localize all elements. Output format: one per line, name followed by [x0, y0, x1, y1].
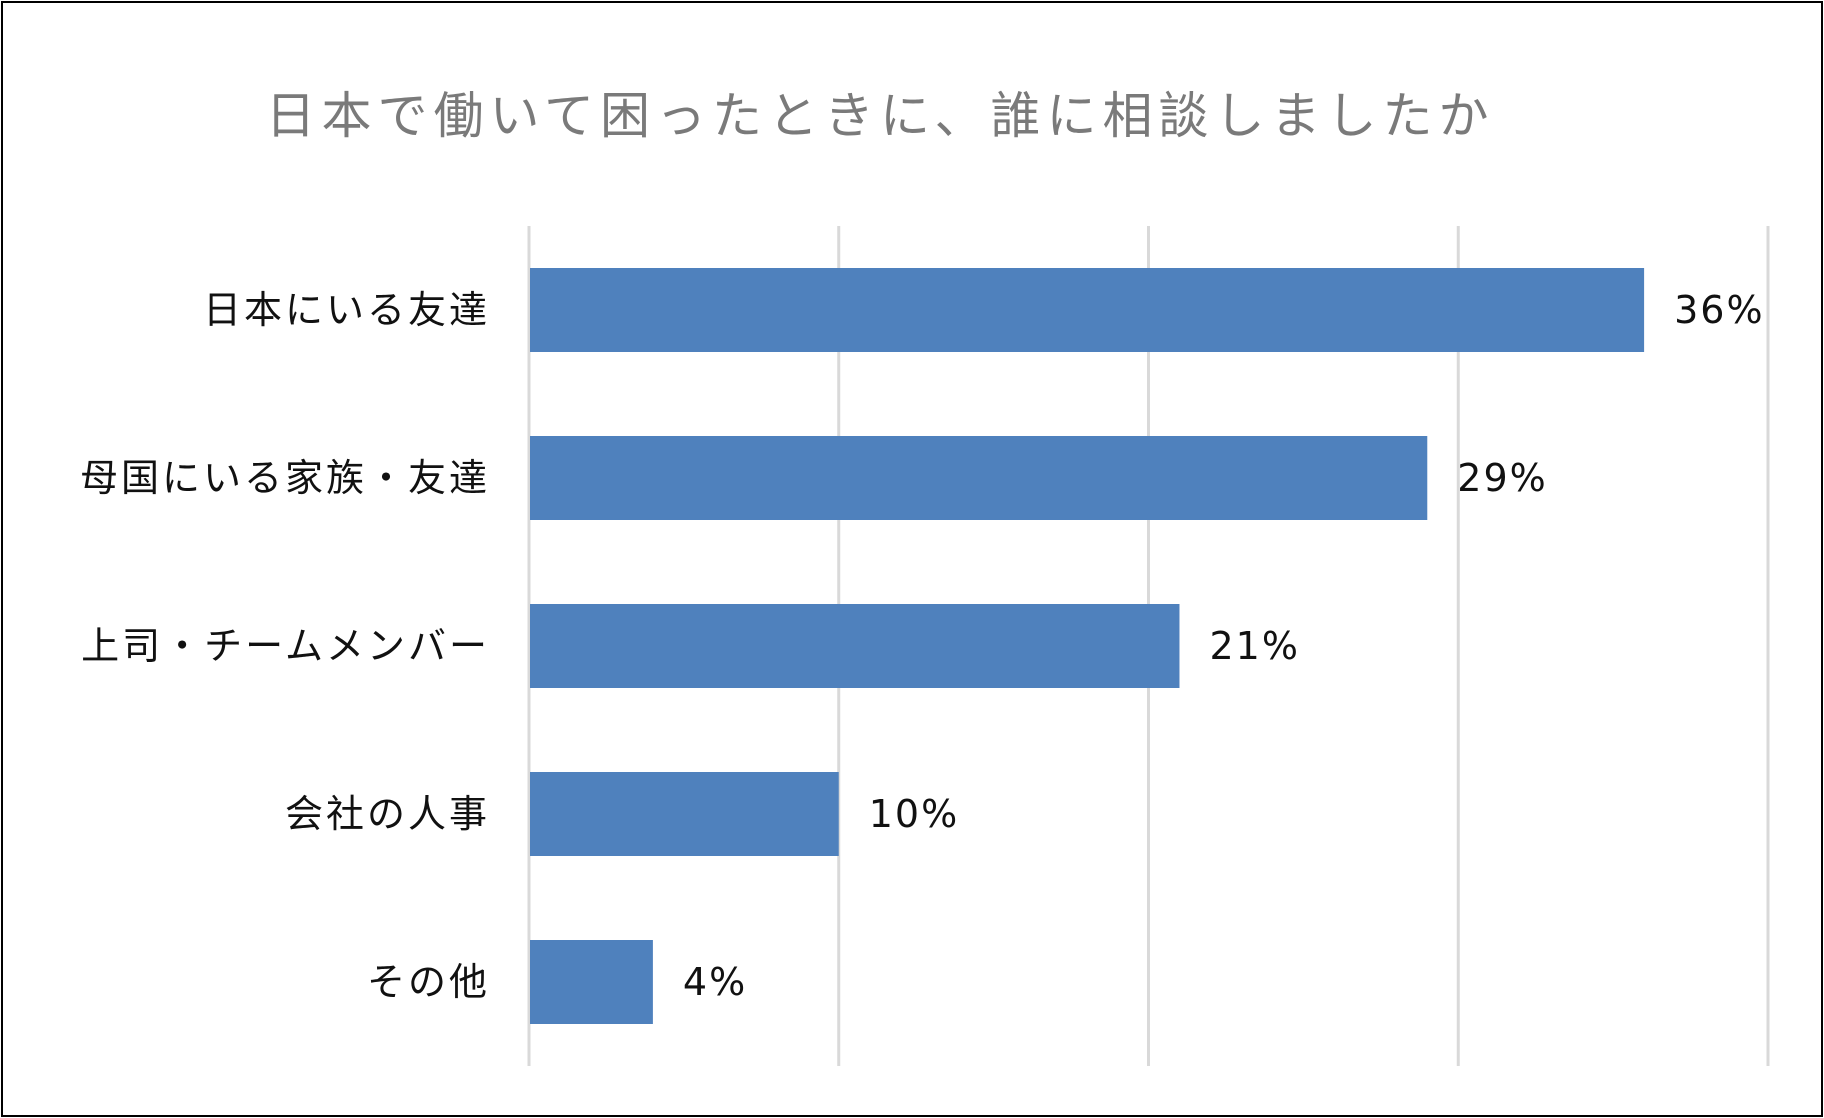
- category-label: 日本にいる友達: [203, 288, 490, 332]
- bar: [530, 436, 1428, 520]
- category-label: 上司・チームメンバー: [81, 624, 490, 668]
- bar: [530, 772, 839, 856]
- category-label: 会社の人事: [285, 792, 490, 836]
- bars: [530, 268, 1645, 1024]
- category-label: その他: [367, 960, 490, 1004]
- data-label: 10%: [869, 792, 959, 836]
- data-label: 29%: [1457, 456, 1547, 500]
- bar: [530, 940, 653, 1024]
- bar: [530, 268, 1645, 352]
- value-labels: 36% 29% 21% 10% 4%: [683, 288, 1764, 1004]
- data-label: 4%: [683, 960, 747, 1004]
- data-label: 36%: [1674, 288, 1764, 332]
- category-label: 母国にいる家族・友達: [80, 456, 490, 500]
- data-label: 21%: [1209, 624, 1299, 668]
- bar: [530, 604, 1180, 688]
- chart-title: 日本で働いて困ったときに、誰に相談しましたか: [266, 87, 1495, 145]
